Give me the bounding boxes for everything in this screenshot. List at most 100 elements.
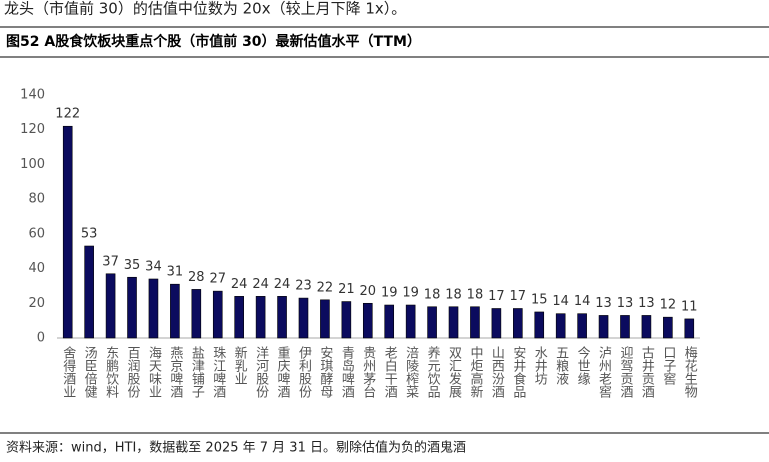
chart-title: 图52 A股食饮板块重点个股（市值前 30）最新估值水平（TTM） bbox=[6, 33, 421, 50]
y-tick-label: 80 bbox=[28, 192, 45, 207]
value-label: 13 bbox=[595, 296, 612, 311]
bar bbox=[170, 283, 180, 339]
y-tick-label: 140 bbox=[20, 88, 45, 103]
y-tick-label: 20 bbox=[28, 296, 45, 311]
bar bbox=[513, 308, 523, 339]
bar bbox=[620, 315, 630, 339]
value-label: 18 bbox=[424, 287, 441, 302]
x-tick-label: 东鹏饮料 bbox=[103, 346, 119, 398]
bar bbox=[62, 125, 73, 339]
bar bbox=[491, 308, 502, 339]
x-tick-label: 汤臣倍健 bbox=[82, 346, 98, 399]
value-label: 18 bbox=[467, 287, 484, 302]
value-label: 53 bbox=[81, 227, 98, 242]
x-tick-label: 梅花生物 bbox=[682, 346, 698, 399]
value-label: 24 bbox=[231, 277, 248, 292]
value-label: 18 bbox=[445, 287, 462, 302]
bar bbox=[341, 301, 352, 339]
bar bbox=[298, 297, 309, 339]
value-label: 11 bbox=[681, 299, 698, 314]
value-label: 27 bbox=[209, 272, 226, 287]
value-label: 24 bbox=[274, 277, 291, 292]
value-label: 15 bbox=[531, 292, 548, 307]
x-tick-label: 迎驾贡酒 bbox=[617, 346, 633, 398]
y-tick-label: 40 bbox=[28, 261, 45, 276]
bar bbox=[362, 302, 373, 339]
bar bbox=[427, 306, 437, 339]
x-tick-label: 安井食品 bbox=[510, 346, 526, 398]
value-label: 13 bbox=[617, 296, 634, 311]
x-tick-label: 盐津铺子 bbox=[189, 346, 205, 398]
header-text: 龙头（市值前 30）的估值中位数为 20x（较上月下降 1x）。 bbox=[4, 0, 406, 18]
bar bbox=[127, 276, 137, 339]
bar bbox=[684, 318, 695, 339]
value-label: 21 bbox=[338, 282, 355, 297]
bar bbox=[320, 299, 330, 339]
x-tick-label: 山西汾酒 bbox=[489, 346, 505, 398]
value-label: 13 bbox=[638, 296, 655, 311]
value-label: 12 bbox=[660, 298, 677, 313]
x-tick-label: 新乳业 bbox=[232, 345, 248, 385]
value-label: 17 bbox=[510, 289, 527, 304]
x-tick-label: 百润股份 bbox=[125, 346, 141, 398]
x-tick-label: 舍得酒业 bbox=[60, 346, 76, 398]
x-tick-label: 古井贡酒 bbox=[639, 346, 655, 398]
bar bbox=[405, 304, 416, 339]
x-tick-label: 重庆啤酒 bbox=[275, 345, 291, 398]
bar bbox=[555, 313, 566, 339]
value-label: 19 bbox=[381, 286, 398, 301]
bar bbox=[470, 306, 480, 339]
x-tick-label: 洋河股份 bbox=[253, 346, 269, 398]
value-label: 19 bbox=[402, 286, 419, 301]
bar bbox=[277, 296, 287, 339]
x-tick-label: 青岛啤酒 bbox=[339, 346, 355, 398]
value-label: 31 bbox=[167, 265, 184, 280]
value-label: 35 bbox=[124, 258, 141, 273]
y-tick-label: 120 bbox=[20, 122, 45, 137]
x-tick-label: 燕京啤酒 bbox=[167, 346, 183, 398]
value-label: 24 bbox=[252, 277, 269, 292]
bar bbox=[191, 289, 202, 339]
x-tick-label: 中炬高新 bbox=[467, 346, 483, 398]
value-label: 28 bbox=[188, 270, 205, 285]
bar bbox=[234, 296, 244, 339]
bar bbox=[148, 278, 159, 339]
x-tick-label: 贵州茅台 bbox=[360, 346, 376, 398]
y-tick-label: 100 bbox=[20, 157, 45, 172]
x-tick-label: 今世缘 bbox=[575, 345, 591, 385]
x-tick-label: 口子窖 bbox=[660, 346, 676, 386]
x-tick-label: 老白干酒 bbox=[382, 346, 398, 398]
value-label: 14 bbox=[552, 294, 569, 309]
x-tick-label: 双汇发展 bbox=[446, 346, 462, 398]
y-tick-label: 0 bbox=[37, 331, 45, 346]
bar bbox=[255, 296, 266, 339]
bar bbox=[212, 290, 223, 339]
bar bbox=[663, 316, 673, 339]
bar bbox=[384, 304, 395, 339]
bar bbox=[84, 245, 94, 339]
x-tick-label: 五粮液 bbox=[553, 346, 569, 385]
bar bbox=[641, 315, 652, 339]
value-label: 20 bbox=[360, 284, 377, 299]
x-tick-label: 水井坊 bbox=[532, 346, 548, 386]
x-tick-label: 养元饮品 bbox=[425, 345, 441, 398]
bar bbox=[577, 313, 587, 339]
bar bbox=[598, 315, 609, 339]
value-label: 37 bbox=[102, 254, 119, 269]
value-label: 22 bbox=[317, 280, 334, 295]
value-label: 14 bbox=[574, 294, 591, 309]
bar bbox=[105, 273, 116, 339]
bar bbox=[534, 311, 545, 339]
value-label: 122 bbox=[55, 107, 80, 122]
x-tick-label: 海天味业 bbox=[146, 346, 162, 398]
x-tick-label: 安琪酵母 bbox=[317, 346, 333, 398]
x-tick-label: 涪陵榨菜 bbox=[403, 346, 419, 398]
value-label: 17 bbox=[488, 289, 505, 304]
x-tick-label: 伊利股份 bbox=[296, 346, 312, 398]
value-label: 34 bbox=[145, 259, 162, 274]
x-tick-label: 珠江啤酒 bbox=[210, 346, 226, 398]
x-tick-label: 泸州老窖 bbox=[596, 346, 612, 399]
source: 资料来源：wind，HTI，数据截至 2025 年 7 月 31 日。剔除估值为… bbox=[6, 440, 466, 456]
bar bbox=[448, 306, 459, 339]
